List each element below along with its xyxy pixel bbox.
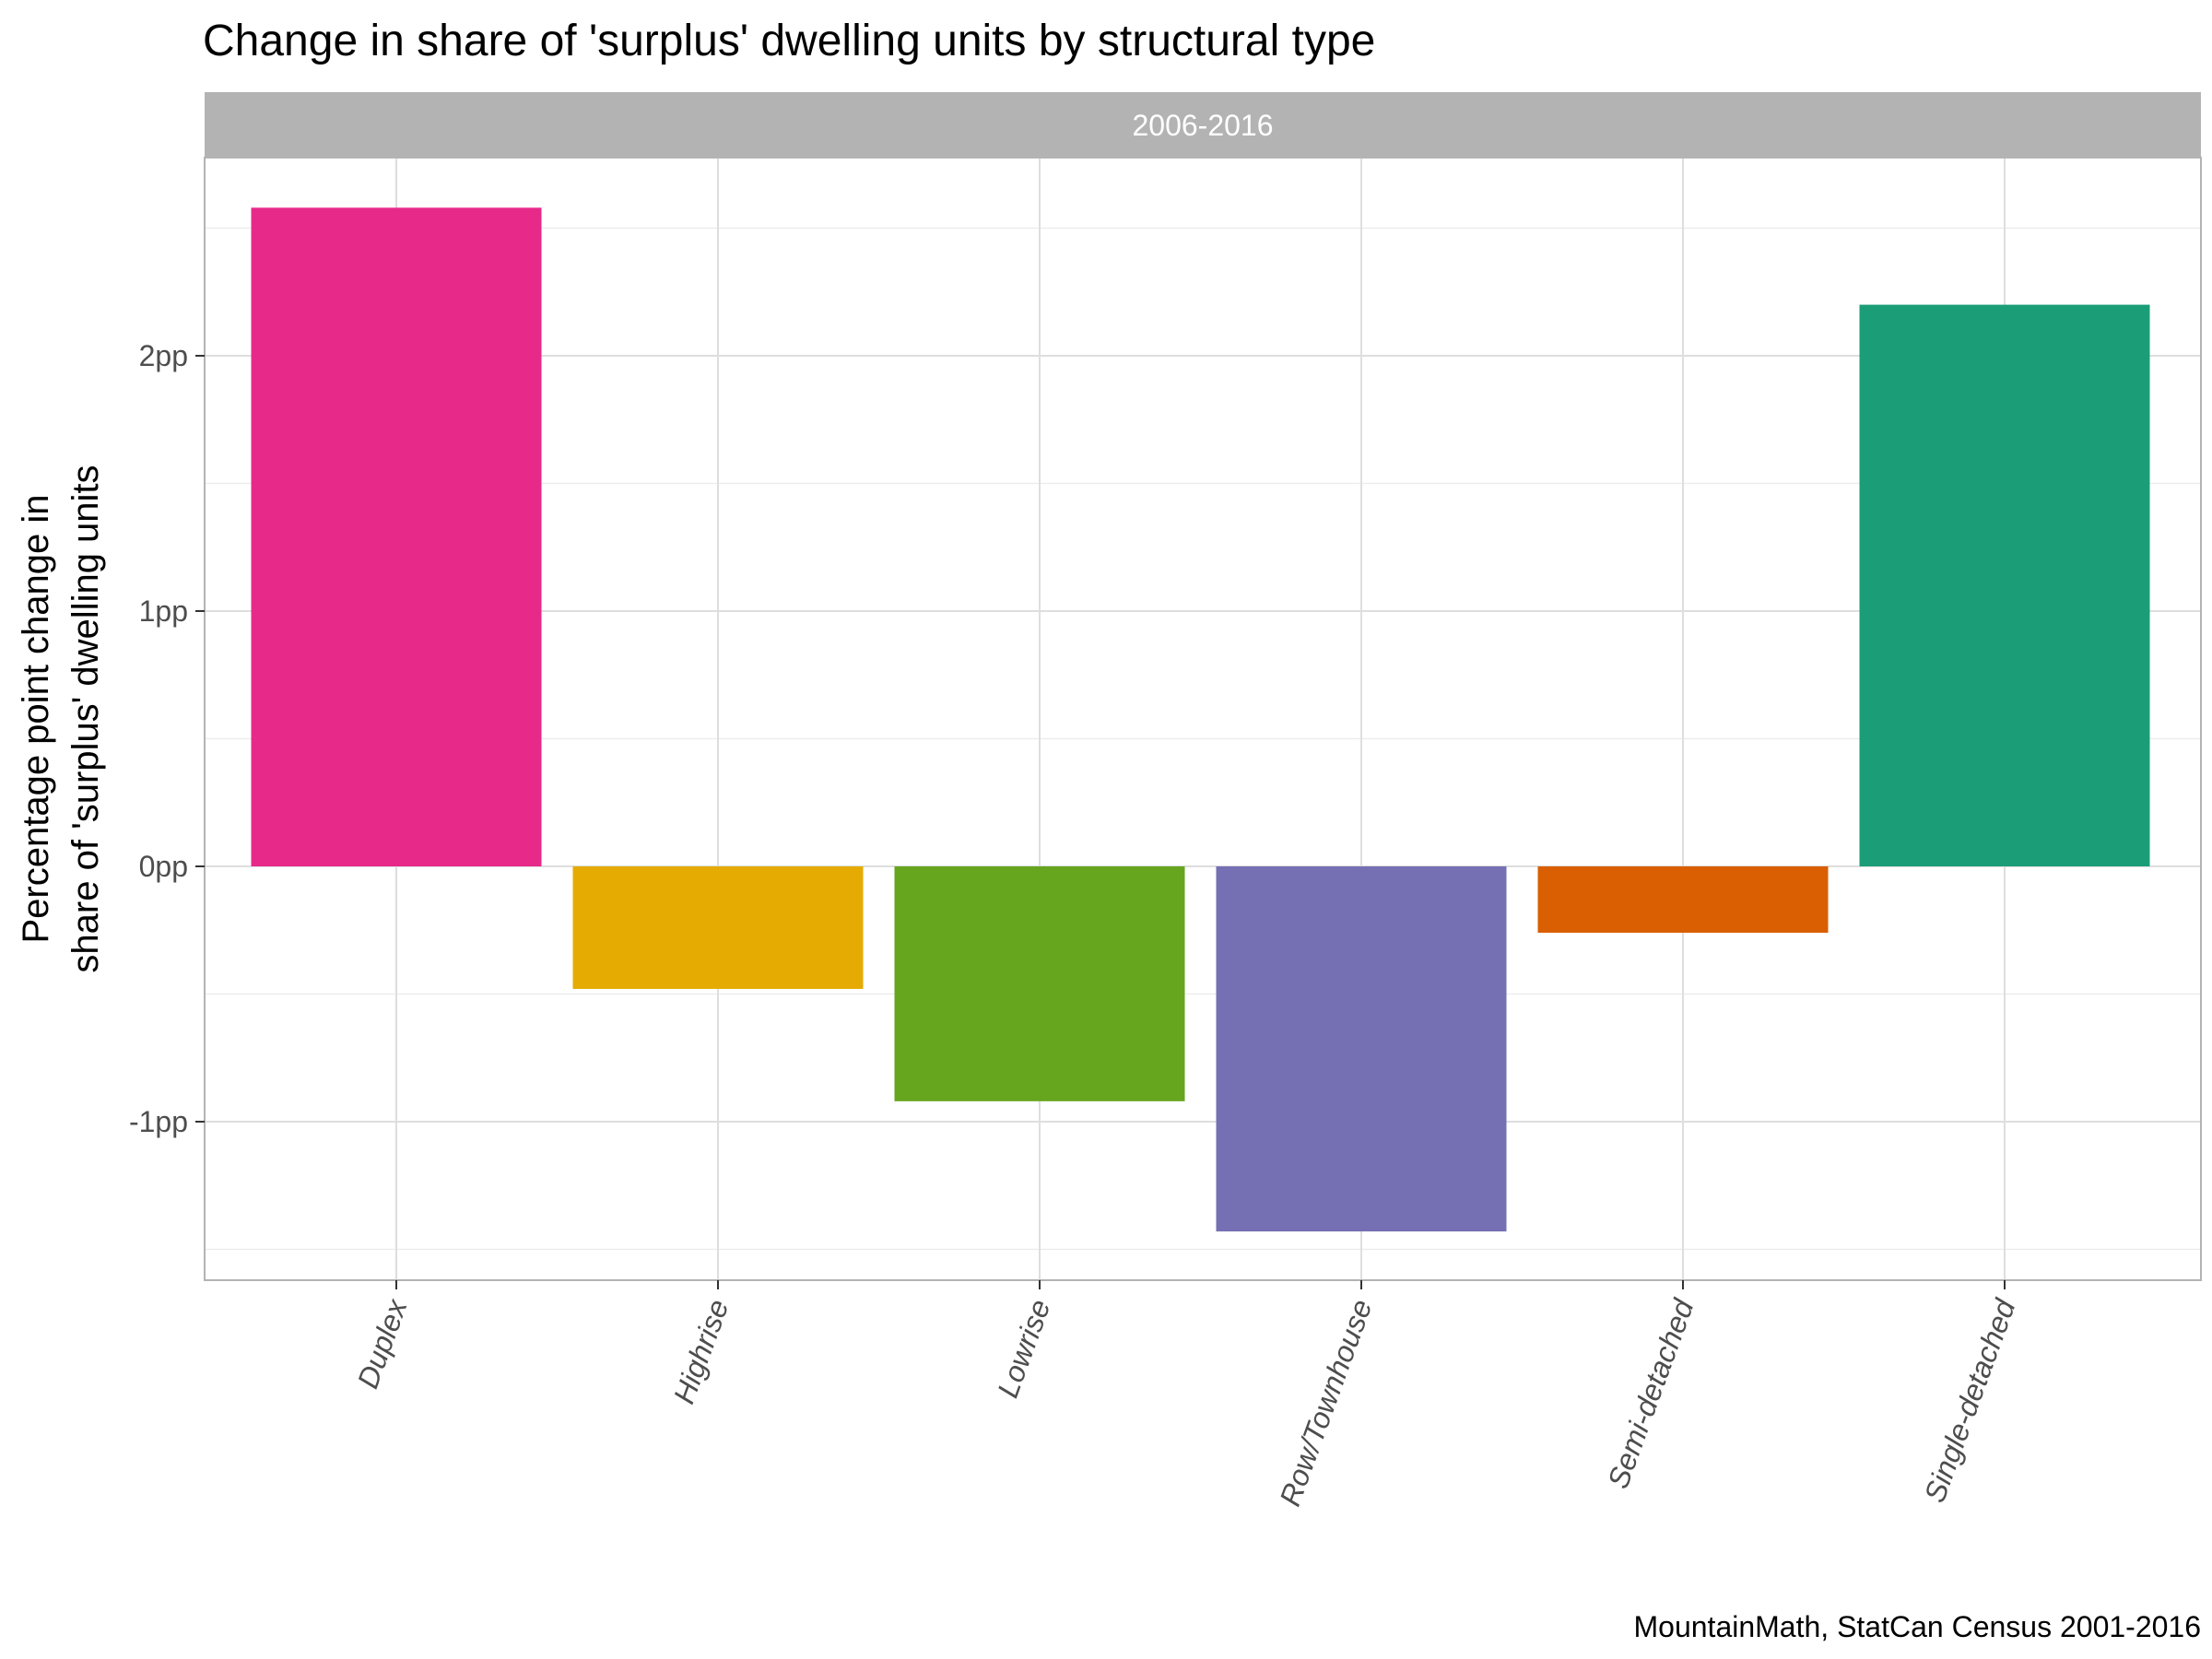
facet-strip	[205, 92, 2201, 158]
bar	[1537, 866, 1829, 934]
bar	[572, 866, 864, 989]
x-tick-label: Duplex	[351, 1294, 414, 1393]
x-tick-label: Single-detached	[1918, 1294, 2022, 1507]
y-axis-label-line-2: share of 'surplus' dwelling units	[65, 465, 106, 972]
y-axis-label-line-1: Percentage point change in	[16, 494, 56, 943]
y-tick-label: 0pp	[139, 850, 188, 883]
x-tick-label: Lowrise	[991, 1295, 1057, 1402]
bar	[251, 207, 542, 867]
y-axis-ticks: -1pp 0pp 1pp 2pp	[129, 339, 205, 1138]
y-tick-label: 1pp	[139, 594, 188, 628]
bar	[1216, 866, 1507, 1232]
facet-label: 2006-2016	[1132, 109, 1273, 142]
bars	[251, 207, 2150, 1232]
x-tick-label: Semi-detached	[1601, 1294, 1700, 1493]
x-tick-label: Row/Townhouse	[1273, 1295, 1378, 1511]
caption: MountainMath, StatCan Census 2001-2016	[1634, 1610, 2202, 1643]
y-tick-label: -1pp	[129, 1105, 188, 1138]
x-tick-label: Highrise	[667, 1295, 735, 1408]
panel-border	[204, 157, 2202, 1281]
bar	[894, 866, 1185, 1101]
chart-title: Change in share of 'surplus' dwelling un…	[203, 17, 1375, 65]
x-axis-ticks: Duplex Highrise Lowrise Row/Townhouse Semi-d…	[351, 1280, 2022, 1511]
y-tick-label: 2pp	[139, 339, 188, 372]
bar	[1859, 304, 2150, 867]
